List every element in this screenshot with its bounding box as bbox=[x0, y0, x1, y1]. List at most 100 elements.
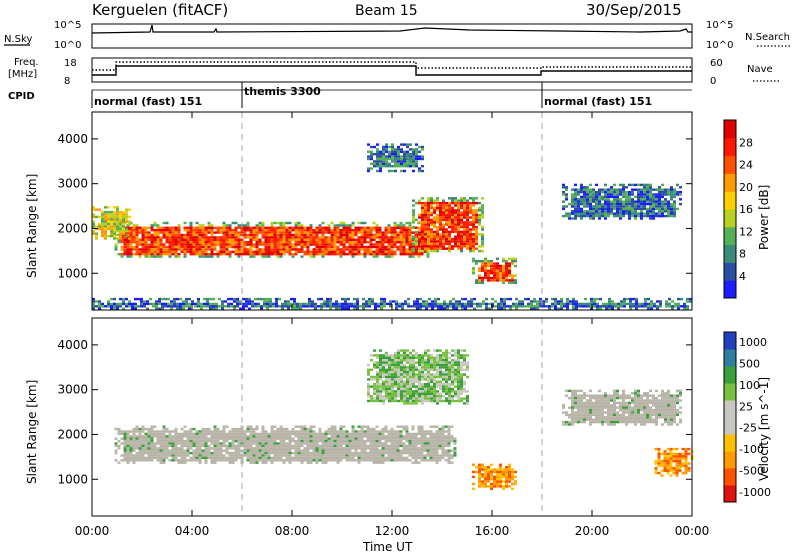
scatter-cell-power-data-0 bbox=[408, 241, 412, 244]
scatter-cell-power-data-6 bbox=[494, 300, 497, 303]
scatter-cell-power-data-6 bbox=[524, 297, 527, 301]
scatter-cell-power-data-0 bbox=[234, 221, 238, 225]
scatter-cell-power-data-0 bbox=[144, 245, 148, 249]
scatter-cell-power-data-5 bbox=[568, 214, 571, 218]
scatter-cell-power-data-6 bbox=[404, 302, 407, 306]
scatter-cell-vel-data-0 bbox=[234, 444, 238, 448]
scatter-cell-power-data-0 bbox=[312, 253, 316, 256]
scatter-cell-power-data-0 bbox=[183, 255, 187, 258]
scatter-cell-power-data-0 bbox=[303, 238, 307, 241]
scatter-cell-vel-data-0 bbox=[342, 439, 346, 443]
scatter-cell-vel-data-0 bbox=[138, 427, 142, 431]
scatter-cell-power-data-6 bbox=[674, 302, 677, 306]
scatter-cell-vel-data-0 bbox=[168, 449, 172, 452]
scatter-cell-vel-data-0 bbox=[360, 439, 364, 443]
scatter-cell-power-data-6 bbox=[371, 297, 374, 301]
scatter-cell-power-data-5 bbox=[655, 205, 658, 208]
scatter-cell-vel-data-0 bbox=[300, 442, 304, 445]
scatter-cell-vel-data-0 bbox=[186, 439, 190, 443]
scatter-cell-power-data-6 bbox=[113, 302, 116, 306]
scatter-cell-power-data-0 bbox=[174, 238, 178, 241]
scatter-cell-vel-data-0 bbox=[369, 430, 373, 433]
scatter-cell-power-data-1 bbox=[439, 233, 442, 236]
scatter-cell-power-data-0 bbox=[222, 229, 226, 232]
scatter-cell-power-data-1 bbox=[454, 235, 457, 238]
scatter-cell-vel-data-0 bbox=[189, 456, 193, 460]
nsky-frame bbox=[91, 23, 693, 49]
scatter-cell-power-data-6 bbox=[395, 307, 398, 310]
scatter-cell-vel-data-0 bbox=[315, 459, 319, 462]
scatter-cell-power-data-6 bbox=[485, 307, 488, 310]
scatter-cell-power-data-6 bbox=[353, 297, 356, 301]
scatter-cell-vel-data-0 bbox=[117, 430, 121, 433]
scatter-cell-power-data-3 bbox=[116, 237, 119, 240]
scatter-cell-vel-data-0 bbox=[264, 456, 268, 460]
scatter-cell-vel-data-0 bbox=[414, 444, 418, 448]
scatter-cell-vel-data-0 bbox=[300, 461, 304, 464]
scatter-cell-vel-data-1 bbox=[493, 485, 496, 488]
scatter-cell-power-data-0 bbox=[198, 231, 202, 234]
scatter-cell-power-data-0 bbox=[231, 231, 235, 234]
scatter-cell-vel-data-0 bbox=[372, 459, 376, 462]
scatter-cell-power-data-1 bbox=[451, 228, 454, 231]
scatter-cell-vel-data-0 bbox=[177, 451, 181, 455]
scatter-cell-vel-data-0 bbox=[354, 444, 358, 448]
scatter-cell-vel-data-0 bbox=[393, 459, 397, 462]
scatter-cell-power-data-5 bbox=[646, 195, 649, 199]
scatter-cell-vel-data-0 bbox=[354, 454, 358, 457]
scatter-cell-vel-data-0 bbox=[342, 449, 346, 452]
scatter-cell-vel-data-0 bbox=[171, 449, 175, 452]
scatter-cell-power-data-5 bbox=[670, 195, 673, 199]
scatter-cell-power-data-6 bbox=[344, 300, 347, 303]
scatter-cell-vel-data-0 bbox=[429, 449, 433, 452]
scatter-cell-vel-data-0 bbox=[264, 451, 268, 455]
scatter-cell-vel-data-2 bbox=[385, 359, 388, 362]
scatter-cell-vel-data-0 bbox=[387, 439, 391, 443]
scatter-cell-vel-data-0 bbox=[282, 454, 286, 457]
scatter-cell-power-data-0 bbox=[186, 231, 190, 234]
scatter-cell-vel-data-0 bbox=[246, 449, 250, 452]
scatter-cell-vel-data-0 bbox=[423, 432, 427, 436]
scatter-cell-vel-data-0 bbox=[123, 444, 127, 448]
scatter-cell-power-data-1 bbox=[448, 216, 451, 219]
scatter-cell-power-data-5 bbox=[643, 212, 646, 215]
power-colorbar-tick: 8 bbox=[739, 248, 746, 261]
scatter-cell-vel-data-0 bbox=[117, 447, 121, 450]
scatter-cell-vel-data-0 bbox=[453, 442, 457, 445]
scatter-cell-power-data-1 bbox=[427, 218, 430, 222]
scatter-cell-power-data-5 bbox=[640, 200, 643, 203]
scatter-cell-power-data-5 bbox=[574, 205, 577, 208]
scatter-cell-power-data-6 bbox=[104, 305, 107, 308]
scatter-cell-power-data-1 bbox=[448, 201, 451, 205]
scatter-cell-power-data-0 bbox=[144, 233, 148, 237]
scatter-cell-power-data-3 bbox=[119, 213, 122, 216]
scatter-cell-power-data-4 bbox=[385, 145, 388, 149]
scatter-cell-vel-data-0 bbox=[243, 442, 247, 445]
scatter-cell-vel-data-0 bbox=[213, 461, 217, 464]
scatter-cell-vel-data-0 bbox=[309, 435, 313, 438]
scatter-cell-power-data-1 bbox=[439, 245, 442, 248]
scatter-cell-power-data-5 bbox=[619, 198, 622, 201]
scatter-cell-power-data-0 bbox=[159, 236, 163, 239]
scatter-cell-power-data-5 bbox=[607, 210, 610, 213]
scatter-cell-vel-data-0 bbox=[180, 451, 184, 455]
scatter-cell-power-data-5 bbox=[634, 214, 637, 218]
scatter-cell-power-data-6 bbox=[668, 305, 671, 308]
scatter-cell-power-data-0 bbox=[138, 231, 142, 234]
scatter-cell-power-data-0 bbox=[159, 226, 163, 229]
scatter-cell-vel-data-0 bbox=[414, 461, 418, 464]
scatter-cell-power-data-6 bbox=[221, 302, 224, 306]
scatter-cell-power-data-3 bbox=[113, 213, 116, 216]
scatter-cell-vel-data-0 bbox=[132, 449, 136, 452]
scatter-cell-power-data-1 bbox=[457, 245, 460, 248]
scatter-cell-vel-data-0 bbox=[159, 430, 163, 433]
scatter-cell-power-data-1 bbox=[451, 216, 454, 219]
scatter-cell-vel-data-0 bbox=[186, 449, 190, 452]
scatter-cell-power-data-6 bbox=[251, 300, 254, 303]
scatter-cell-vel-data-0 bbox=[303, 427, 307, 431]
scatter-cell-power-data-0 bbox=[300, 231, 304, 234]
scatter-cell-power-data-1 bbox=[463, 223, 466, 226]
scatter-cell-vel-data-0 bbox=[204, 437, 208, 440]
scatter-cell-power-data-0 bbox=[297, 238, 301, 241]
scatter-cell-power-data-6 bbox=[530, 305, 533, 308]
